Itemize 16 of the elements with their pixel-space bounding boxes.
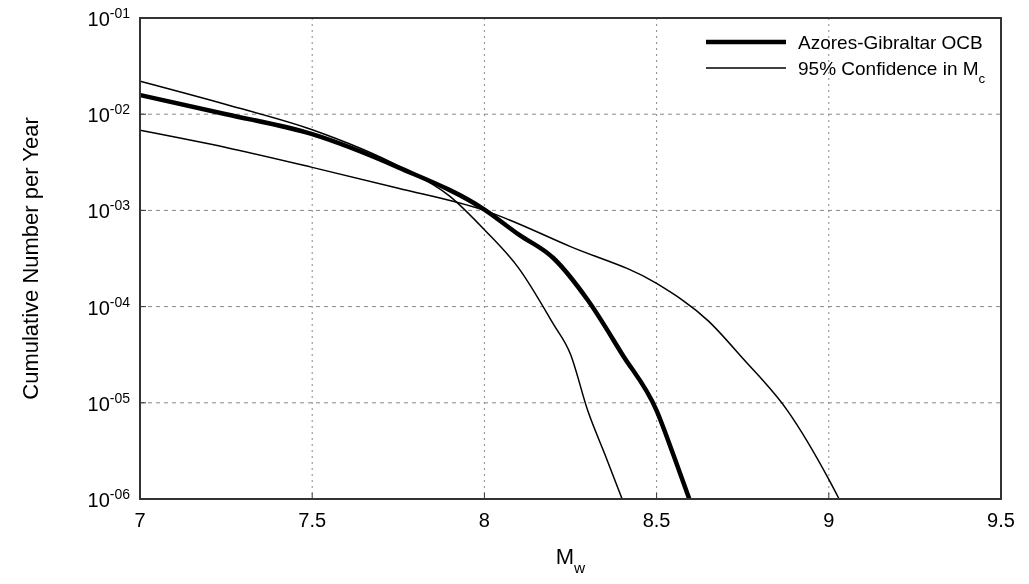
x-tick-label: 8.5 xyxy=(642,509,671,531)
x-tick-label: 8 xyxy=(478,509,490,531)
y-tick-label: 10$^{-04}$ xyxy=(87,293,131,319)
legend-label: Azores-Gibraltar OCB xyxy=(798,32,983,53)
y-tick-label: 10$^{-03}$ xyxy=(87,197,131,223)
x-tick-label: 7 xyxy=(134,509,146,531)
y-tick-label: 10$^{-05}$ xyxy=(87,389,131,415)
x-axis-title: M$_{w}$ xyxy=(555,544,587,576)
y-axis-title: Cumulative Number per Year xyxy=(18,117,43,400)
x-tick-label: 7.5 xyxy=(298,509,327,531)
x-tick-label: 9.5 xyxy=(987,509,1015,531)
y-tick-label: 10$^{-06}$ xyxy=(87,486,131,511)
y-tick-label: 10$^{-01}$ xyxy=(87,5,131,30)
legend-label: 95% Confidence in M$_{c}$ xyxy=(798,58,986,86)
y-tick-label: 10$^{-02}$ xyxy=(87,101,131,127)
x-tick-label: 9 xyxy=(823,509,835,531)
